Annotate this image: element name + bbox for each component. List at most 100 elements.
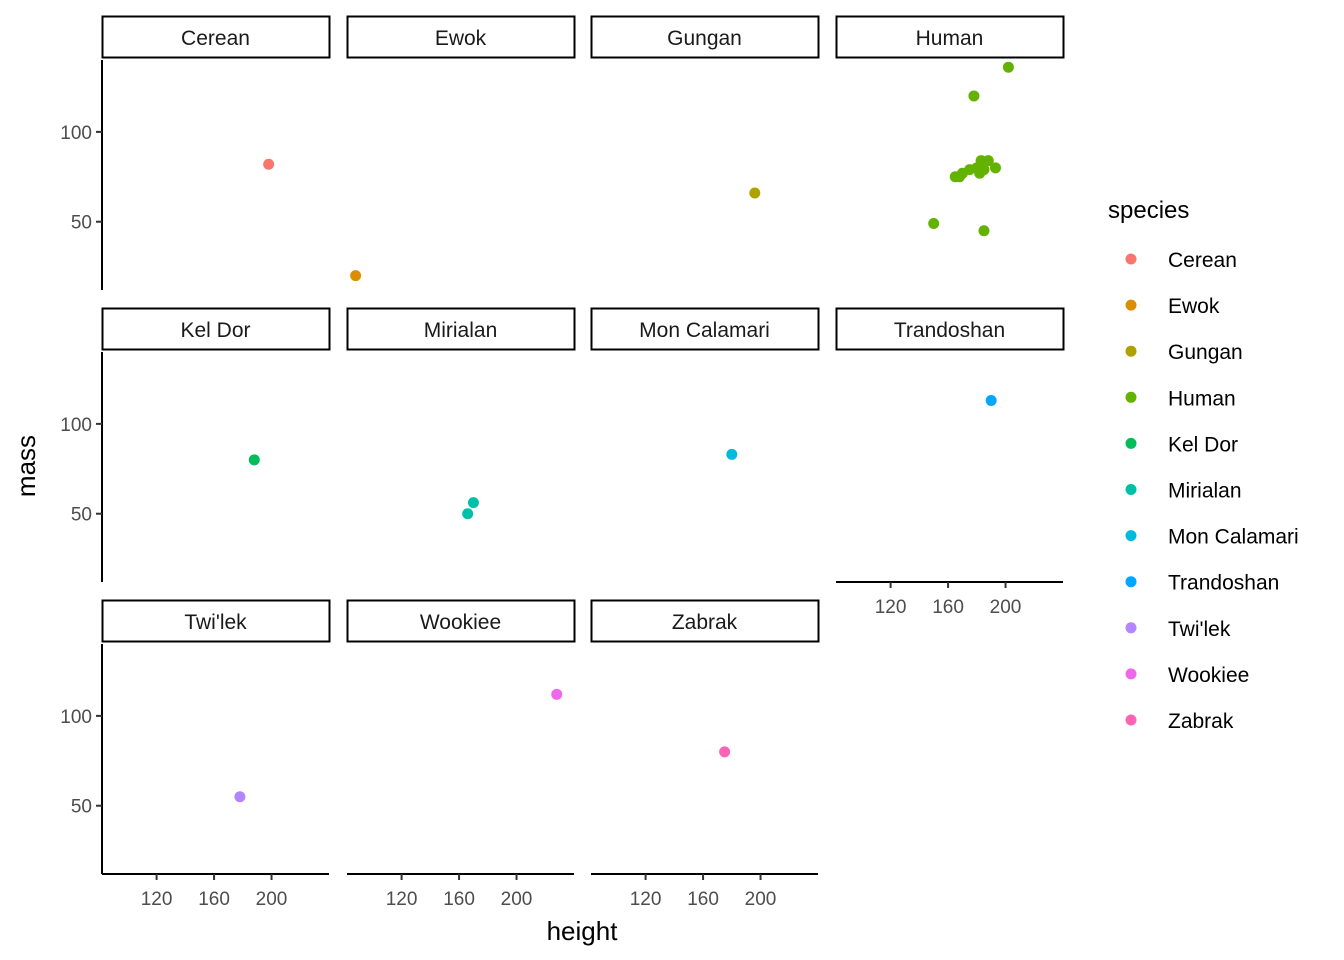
x-tick-label: 200 bbox=[501, 889, 533, 910]
facet-panel-mirialan: Mirialan bbox=[346, 307, 576, 520]
legend: species Cerean Ewok Gungan Human Kel Dor Miri… bbox=[1108, 197, 1299, 733]
legend-label: Gungan bbox=[1168, 341, 1243, 364]
legend-item-mon-calamari: Mon Calamari bbox=[1125, 526, 1299, 549]
legend-label: Mon Calamari bbox=[1168, 526, 1299, 549]
legend-item-ewok: Ewok bbox=[1125, 295, 1220, 318]
facet-panel-cerean: Cerean 50 100 bbox=[60, 15, 331, 290]
legend-label: Trandoshan bbox=[1168, 572, 1279, 595]
y-tick-label: 100 bbox=[60, 123, 92, 144]
x-tick-label: 160 bbox=[198, 889, 230, 910]
facet-strip bbox=[346, 307, 576, 351]
x-tick-label: 120 bbox=[386, 889, 418, 910]
legend-key bbox=[1125, 253, 1137, 265]
x-tick-label: 200 bbox=[990, 597, 1022, 618]
data-point-kel-dor bbox=[248, 454, 260, 466]
facet-panel-mon-calamari: Mon Calamari bbox=[590, 307, 820, 460]
legend-key bbox=[1125, 345, 1137, 357]
legend-label: Mirialan bbox=[1168, 480, 1242, 503]
data-point-ewok bbox=[350, 270, 362, 282]
facet-strip bbox=[590, 307, 820, 351]
legend-key bbox=[1125, 484, 1137, 495]
facet-strip-label: Zabrak bbox=[672, 611, 738, 634]
data-point-zabrak bbox=[719, 746, 731, 758]
facet-strip-label: Kel Dor bbox=[180, 319, 250, 342]
legend-key bbox=[1125, 576, 1137, 588]
legend-key bbox=[1125, 622, 1137, 634]
y-tick-label: 100 bbox=[60, 415, 92, 436]
legend-item-twi-lek: Twi'lek bbox=[1125, 618, 1231, 641]
facet-strip bbox=[346, 15, 576, 59]
legend-key bbox=[1125, 437, 1137, 449]
legend-title: species bbox=[1108, 197, 1189, 224]
facet-strip bbox=[835, 307, 1065, 351]
data-point-human bbox=[978, 225, 990, 237]
facet-strip bbox=[101, 599, 331, 643]
legend-label: Twi'lek bbox=[1168, 618, 1231, 641]
facet-panels: Cerean 50 100 Ewok Gungan Human Kel Dor 50 100 Mi… bbox=[60, 15, 1065, 910]
legend-label: Ewok bbox=[1168, 295, 1220, 318]
data-point-wookiee bbox=[551, 688, 563, 700]
data-point-human bbox=[989, 162, 1001, 174]
x-tick-label: 120 bbox=[875, 597, 907, 618]
facet-strip-label: Gungan bbox=[667, 27, 742, 50]
legend-item-mirialan: Mirialan bbox=[1125, 480, 1242, 503]
legend-item-human: Human bbox=[1125, 387, 1236, 410]
facet-strip bbox=[346, 599, 576, 643]
data-point-cerean bbox=[263, 158, 275, 170]
x-tick-label: 200 bbox=[745, 889, 777, 910]
facet-strip-label: Mon Calamari bbox=[639, 319, 770, 342]
facet-strip-label: Twi'lek bbox=[184, 611, 247, 634]
facet-panel-gungan: Gungan bbox=[590, 15, 820, 199]
data-point-human bbox=[974, 167, 986, 179]
legend-key bbox=[1125, 299, 1137, 311]
data-point-human bbox=[949, 171, 961, 183]
facet-strip bbox=[590, 599, 820, 643]
x-tick-label: 120 bbox=[630, 889, 662, 910]
facet-panel-kel-dor: Kel Dor 50 100 bbox=[60, 307, 331, 582]
legend-label: Kel Dor bbox=[1168, 433, 1238, 456]
data-point-twi-lek bbox=[234, 791, 246, 803]
legend-item-zabrak: Zabrak bbox=[1125, 710, 1234, 733]
data-point-human bbox=[928, 218, 940, 230]
facet-strip bbox=[101, 307, 331, 351]
x-tick-label: 160 bbox=[687, 889, 719, 910]
data-point-gungan bbox=[749, 187, 761, 199]
data-point-mirialan bbox=[462, 508, 474, 520]
legend-item-kel-dor: Kel Dor bbox=[1125, 433, 1238, 456]
facet-strip bbox=[590, 15, 820, 59]
legend-key bbox=[1125, 668, 1137, 680]
facet-strip bbox=[101, 15, 331, 59]
facet-strip bbox=[835, 15, 1065, 59]
facet-panel-zabrak: Zabrak 120 160 200 bbox=[590, 599, 820, 910]
legend-key bbox=[1125, 714, 1137, 726]
x-tick-label: 200 bbox=[256, 889, 288, 910]
data-point-human bbox=[982, 155, 994, 167]
y-tick-label: 50 bbox=[71, 797, 92, 818]
facet-panel-twi-lek: Twi'lek 50 100 120 160 200 bbox=[60, 599, 331, 910]
y-tick-label: 100 bbox=[60, 707, 92, 728]
data-point-trandoshan bbox=[985, 395, 997, 407]
facet-panel-human: Human bbox=[835, 15, 1065, 237]
legend-label: Cerean bbox=[1168, 249, 1237, 272]
legend-key bbox=[1125, 391, 1137, 403]
x-tick-label: 160 bbox=[443, 889, 475, 910]
data-point-mon-calamari bbox=[726, 448, 738, 460]
facet-panel-trandoshan: Trandoshan 120 160 200 bbox=[835, 307, 1065, 618]
facet-strip-label: Trandoshan bbox=[894, 319, 1005, 342]
x-tick-label: 160 bbox=[932, 597, 964, 618]
facet-panel-ewok: Ewok bbox=[346, 15, 576, 282]
y-tick-label: 50 bbox=[71, 505, 92, 526]
legend-label: Wookiee bbox=[1168, 664, 1249, 687]
legend-item-cerean: Cerean bbox=[1125, 249, 1237, 272]
facet-strip-label: Cerean bbox=[181, 27, 250, 50]
legend-label: Zabrak bbox=[1168, 710, 1234, 733]
facet-strip-label: Human bbox=[916, 27, 984, 50]
data-point-human bbox=[968, 90, 980, 102]
y-tick-label: 50 bbox=[71, 213, 92, 234]
y-axis-title: mass bbox=[11, 435, 41, 497]
data-point-human bbox=[1002, 61, 1014, 73]
legend-item-trandoshan: Trandoshan bbox=[1125, 572, 1279, 595]
legend-key bbox=[1125, 530, 1137, 542]
facet-strip-label: Wookiee bbox=[420, 611, 501, 634]
